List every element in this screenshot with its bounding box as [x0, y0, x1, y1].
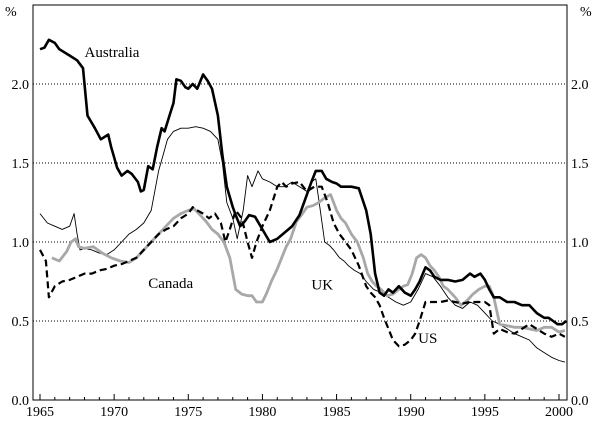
x-tick-label-1970: 1970 [100, 405, 128, 420]
series-label-us: US [418, 331, 437, 347]
y-tick-label-left-2.0: 2.0 [12, 78, 30, 93]
gridlines [33, 83, 567, 322]
y-tick-label-left-1.0: 1.0 [12, 236, 30, 251]
y-tick-label-right-2.0: 2.0 [571, 78, 589, 93]
series-lines [39, 38, 568, 363]
x-tick-label-1975: 1975 [174, 405, 202, 420]
y-tick-label-left-1.5: 1.5 [12, 157, 30, 172]
x-tick-label-1990: 1990 [397, 405, 425, 420]
y-tick-label-right-1.5: 1.5 [571, 157, 589, 172]
series-labels: Australia Canada UK US [84, 45, 437, 347]
series-label-uk: UK [311, 277, 333, 293]
x-tick-label-1980: 1980 [248, 405, 276, 420]
series-line-us [39, 180, 566, 348]
plot-frame [32, 4, 568, 401]
y-tick-label-right-1.0: 1.0 [571, 236, 589, 251]
series-line-australia [39, 38, 568, 326]
series-label-canada: Canada [148, 276, 193, 292]
y-tick-label-right-0.0: 0.0 [571, 394, 589, 409]
series-line-canada [51, 193, 566, 334]
x-tick-label-1995: 1995 [471, 405, 499, 420]
x-tick-label-1965: 1965 [26, 405, 54, 420]
series-label-australia: Australia [84, 45, 139, 61]
unit-label-left: % [5, 5, 17, 20]
y-tick-label-left-0.0: 0.0 [12, 394, 30, 409]
axes: % % 0.0 0.0 0.5 0.5 1.0 1.0 1.5 1.5 2.0 2.0 1965 19… [5, 5, 592, 420]
y-tick-label-right-0.5: 0.5 [571, 315, 589, 330]
series-line-uk [39, 126, 566, 363]
y-tick-label-left-0.5: 0.5 [12, 315, 30, 330]
x-tick-label-1985: 1985 [323, 405, 351, 420]
x-tick-label-2000: 2000 [545, 405, 573, 420]
unit-label-right: % [580, 5, 592, 20]
